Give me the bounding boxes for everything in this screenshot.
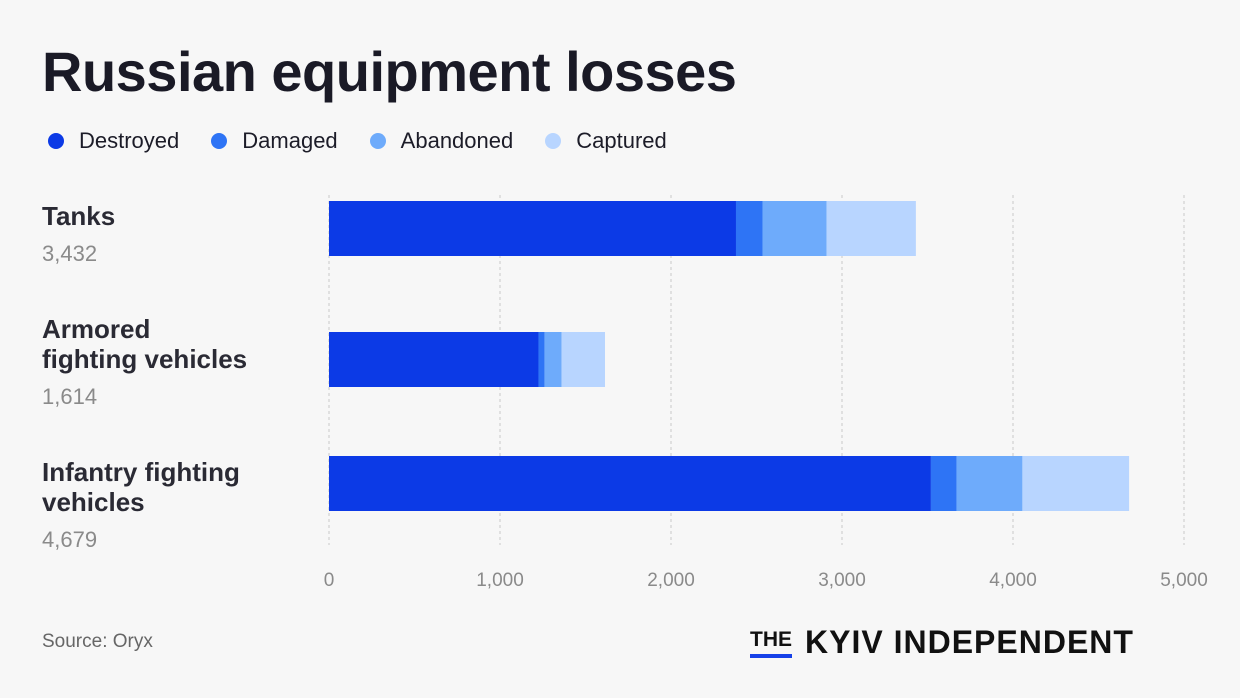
x-tick-label-1: 1,000 xyxy=(476,570,524,591)
legend-swatch-destroyed xyxy=(48,133,64,149)
logo-the-text: THE xyxy=(750,628,792,658)
bar-segment-damaged-0 xyxy=(735,201,763,256)
category-total-infantry-fighting-vehicles: 4,679 xyxy=(42,527,98,552)
legend-swatch-abandoned xyxy=(369,133,386,149)
publisher-logo: THE KYIV INDEPENDENT xyxy=(750,622,1134,662)
category-name-infantry-fighting-vehicles: Infantry fighting vehicles xyxy=(42,457,240,517)
bar-segment-damaged-2 xyxy=(930,456,957,511)
bar-segment-captured-2 xyxy=(1022,456,1130,511)
legend-label-destroyed: Destroyed xyxy=(79,128,180,153)
legend-item-damaged: Damaged xyxy=(211,128,338,154)
legend-swatch-damaged xyxy=(211,133,228,149)
bar-segment-abandoned-2 xyxy=(956,456,1023,511)
logo-name-text: KYIV INDEPENDENT xyxy=(805,623,1134,660)
bar-segment-abandoned-1 xyxy=(544,332,562,387)
legend-item-captured: Captured xyxy=(545,128,667,154)
bar-segment-captured-0 xyxy=(826,201,916,256)
legend-item-destroyed: Destroyed xyxy=(48,128,179,154)
category-total-tanks: 3,432 xyxy=(42,241,98,266)
bar-segment-destroyed-1 xyxy=(329,332,539,387)
category-name-tanks: Tanks xyxy=(42,201,116,231)
x-tick-label-4: 4,000 xyxy=(989,570,1037,591)
bar-segment-destroyed-2 xyxy=(329,456,931,511)
bar-segment-captured-1 xyxy=(561,332,605,387)
legend-item-abandoned: Abandoned xyxy=(369,128,514,154)
chart-title: Russian equipment losses xyxy=(42,40,737,103)
source-note: Source: Oryx xyxy=(42,631,153,652)
category-total-armored-fighting-vehicles: 1,614 xyxy=(42,384,98,409)
legend-label-captured: Captured xyxy=(576,128,667,153)
legend-label-damaged: Damaged xyxy=(242,128,338,153)
bar-segment-destroyed-0 xyxy=(329,201,736,256)
bar-segment-damaged-1 xyxy=(538,332,545,387)
x-tick-label-0: 0 xyxy=(324,570,335,591)
legend-label-abandoned: Abandoned xyxy=(400,128,514,153)
legend: Destroyed Damaged Abandoned Captured xyxy=(48,126,699,156)
category-name-armored-fighting-vehicles: Armored fighting vehicles xyxy=(42,314,248,374)
x-tick-label-3: 3,000 xyxy=(818,570,866,591)
x-tick-label-5: 5,000 xyxy=(1160,570,1208,591)
x-tick-label-2: 2,000 xyxy=(647,570,695,591)
legend-swatch-captured xyxy=(545,133,562,149)
bar-segment-abandoned-0 xyxy=(762,201,827,256)
